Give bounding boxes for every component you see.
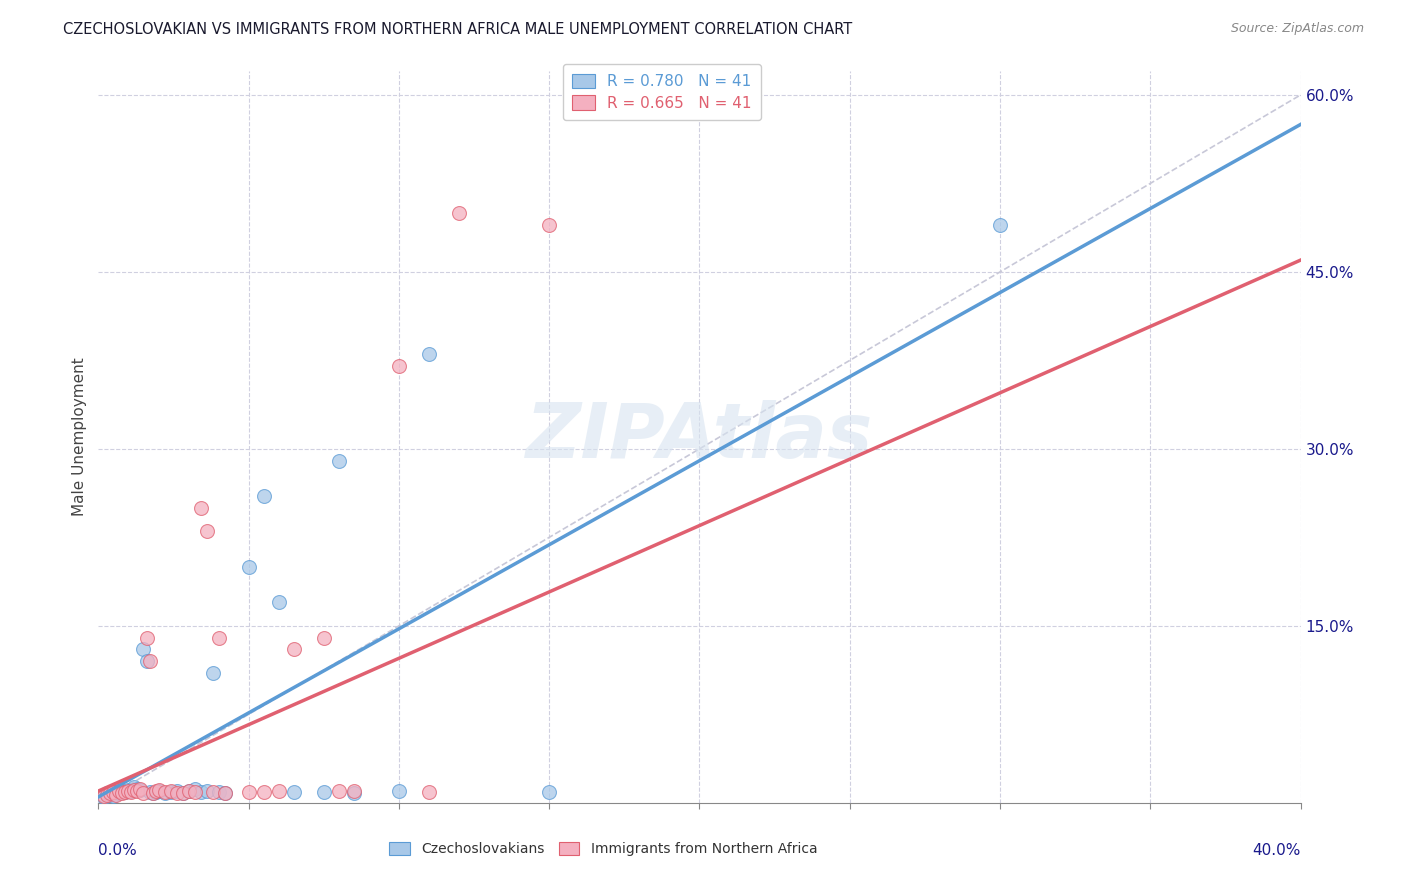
Point	[129, 781, 152, 796]
Point	[127, 784, 149, 798]
Point	[388, 359, 411, 374]
Point	[214, 786, 236, 800]
Point	[159, 784, 181, 798]
Text: ZIPAtlas: ZIPAtlas	[526, 401, 873, 474]
Point	[124, 780, 146, 795]
Point	[208, 785, 231, 799]
Point	[159, 785, 181, 799]
Point	[141, 786, 163, 800]
Point	[138, 785, 160, 799]
Point	[328, 784, 350, 798]
Point	[388, 784, 411, 798]
Point	[153, 786, 176, 800]
Point	[418, 785, 440, 799]
Point	[190, 500, 212, 515]
Point	[183, 781, 205, 796]
Text: Source: ZipAtlas.com: Source: ZipAtlas.com	[1230, 22, 1364, 36]
Point	[132, 786, 155, 800]
Point	[145, 785, 167, 799]
Point	[100, 788, 122, 802]
Point	[114, 785, 136, 799]
Point	[208, 631, 231, 645]
Point	[538, 785, 561, 799]
Point	[166, 786, 188, 800]
Point	[172, 786, 194, 800]
Point	[172, 786, 194, 800]
Point	[343, 786, 366, 800]
Point	[166, 784, 188, 798]
Legend: Czechoslovakians, Immigrants from Northern Africa: Czechoslovakians, Immigrants from Northe…	[384, 836, 823, 862]
Point	[195, 784, 218, 798]
Point	[238, 785, 260, 799]
Point	[141, 786, 163, 800]
Point	[108, 784, 131, 798]
Point	[117, 784, 139, 798]
Point	[447, 206, 470, 220]
Point	[238, 559, 260, 574]
Point	[111, 786, 134, 800]
Point	[145, 784, 167, 798]
Point	[121, 784, 143, 798]
Point	[114, 785, 136, 799]
Point	[153, 785, 176, 799]
Point	[93, 789, 115, 804]
Point	[988, 218, 1011, 232]
Point	[267, 784, 290, 798]
Point	[135, 654, 157, 668]
Point	[135, 631, 157, 645]
Point	[96, 786, 118, 800]
Point	[183, 785, 205, 799]
Text: 40.0%: 40.0%	[1253, 843, 1301, 858]
Point	[283, 785, 305, 799]
Point	[312, 785, 335, 799]
Point	[96, 788, 118, 802]
Point	[108, 786, 131, 800]
Point	[148, 782, 170, 797]
Point	[312, 631, 335, 645]
Text: CZECHOSLOVAKIAN VS IMMIGRANTS FROM NORTHERN AFRICA MALE UNEMPLOYMENT CORRELATION: CZECHOSLOVAKIAN VS IMMIGRANTS FROM NORTH…	[63, 22, 852, 37]
Point	[105, 785, 128, 799]
Point	[132, 642, 155, 657]
Point	[105, 788, 128, 802]
Point	[418, 347, 440, 361]
Point	[111, 784, 134, 798]
Point	[100, 786, 122, 800]
Point	[253, 489, 276, 503]
Point	[267, 595, 290, 609]
Point	[93, 789, 115, 803]
Point	[190, 785, 212, 799]
Point	[103, 785, 125, 799]
Point	[328, 453, 350, 467]
Y-axis label: Male Unemployment: Male Unemployment	[72, 358, 87, 516]
Point	[121, 785, 143, 799]
Point	[103, 789, 125, 803]
Point	[201, 785, 224, 799]
Point	[195, 524, 218, 539]
Point	[117, 782, 139, 797]
Point	[127, 781, 149, 796]
Point	[129, 782, 152, 797]
Point	[138, 654, 160, 668]
Text: 0.0%: 0.0%	[98, 843, 138, 858]
Point	[283, 642, 305, 657]
Point	[148, 784, 170, 798]
Point	[253, 785, 276, 799]
Point	[201, 666, 224, 681]
Point	[538, 218, 561, 232]
Point	[343, 784, 366, 798]
Point	[124, 782, 146, 797]
Point	[177, 784, 200, 798]
Point	[214, 786, 236, 800]
Point	[177, 784, 200, 798]
